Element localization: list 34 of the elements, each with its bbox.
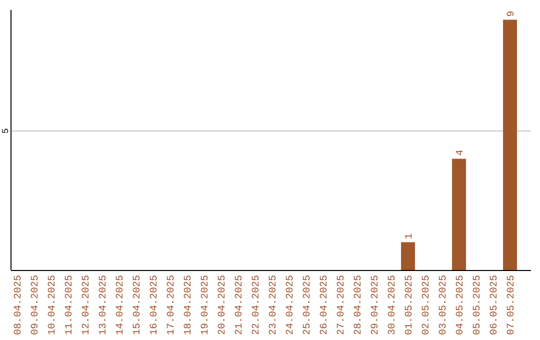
x-tick-label: 12.04.2025 bbox=[82, 275, 92, 336]
x-tick-label: 05.05.2025 bbox=[472, 275, 484, 336]
x-tick-label: 27.04.2025 bbox=[336, 275, 348, 336]
x-tick-label: 08.04.2025 bbox=[14, 275, 24, 336]
x-tick-label: 02.05.2025 bbox=[422, 275, 432, 336]
x-tick-label: 21.04.2025 bbox=[234, 275, 246, 336]
x-tick-label: 26.04.2025 bbox=[320, 275, 330, 336]
x-tick-label: 19.04.2025 bbox=[200, 275, 212, 336]
x-tick-label: 25.04.2025 bbox=[302, 275, 314, 336]
x-tick-label: 24.04.2025 bbox=[286, 275, 296, 336]
x-tick-label: 10.04.2025 bbox=[48, 275, 58, 336]
x-tick-label: 17.04.2025 bbox=[166, 275, 178, 336]
data-label: 1 bbox=[404, 233, 416, 240]
x-tick-label: 07.05.2025 bbox=[506, 275, 518, 336]
x-tick-label: 14.04.2025 bbox=[116, 275, 126, 336]
x-tick-label: 06.05.2025 bbox=[490, 275, 500, 336]
x-tick-label: 20.04.2025 bbox=[218, 275, 228, 336]
x-tick-label: 03.05.2025 bbox=[438, 275, 450, 336]
x-tick-label: 18.04.2025 bbox=[184, 275, 194, 336]
x-tick-label: 16.04.2025 bbox=[150, 275, 160, 336]
x-tick-label: 13.04.2025 bbox=[98, 275, 110, 336]
data-label: 9 bbox=[506, 10, 518, 17]
x-tick-label: 09.04.2025 bbox=[30, 275, 42, 336]
data-label: 4 bbox=[456, 150, 466, 156]
x-tick-label: 23.04.2025 bbox=[268, 275, 280, 336]
x-tick-label: 22.04.2025 bbox=[252, 275, 262, 336]
x-tick-label: 01.05.2025 bbox=[404, 275, 416, 336]
x-tick-label: 11.04.2025 bbox=[64, 275, 76, 336]
x-tick-label: 29.04.2025 bbox=[370, 275, 382, 336]
x-tick-label: 15.04.2025 bbox=[132, 275, 144, 336]
x-tick-label: 04.05.2025 bbox=[456, 275, 466, 336]
y-tick-label: 5 bbox=[1, 128, 12, 134]
x-tick-label: 28.04.2025 bbox=[354, 275, 364, 336]
x-tick-label: 30.04.2025 bbox=[388, 275, 398, 336]
